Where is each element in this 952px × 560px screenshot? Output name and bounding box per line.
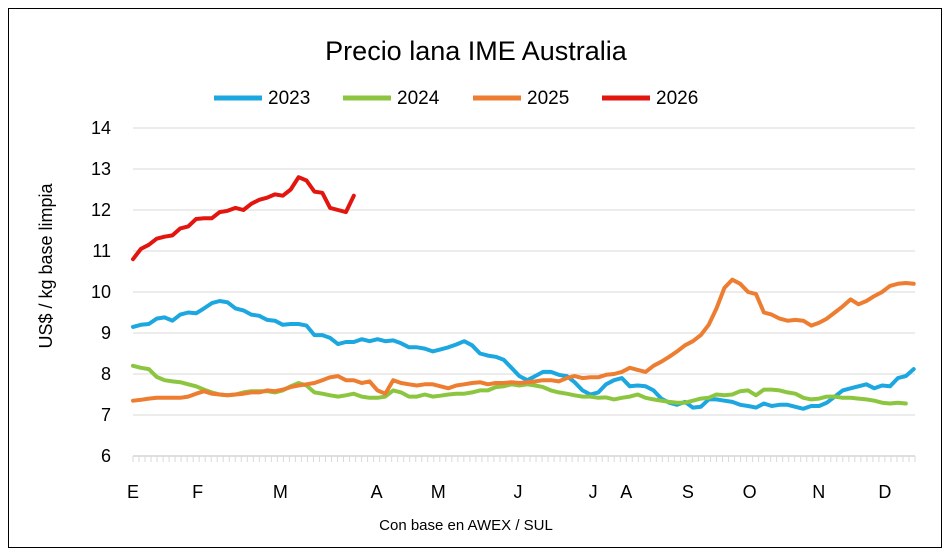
x-tick-label: J bbox=[589, 482, 598, 502]
legend-label-2025: 2025 bbox=[527, 88, 569, 109]
x-tick-label: A bbox=[620, 482, 632, 502]
x-tick-label: M bbox=[273, 482, 288, 502]
x-tick-label: F bbox=[192, 482, 203, 502]
y-tick-label: 12 bbox=[91, 200, 111, 220]
y-tick-label: 8 bbox=[101, 364, 111, 384]
x-tick-label: S bbox=[682, 482, 694, 502]
y-axis-ticks: 6 7 8 9 10 11 12 13 14 bbox=[91, 118, 111, 466]
y-axis-label: US$ / kg base limpia bbox=[36, 182, 56, 348]
y-tick-label: 10 bbox=[91, 282, 111, 302]
legend: 2023 2024 2025 2026 bbox=[214, 88, 698, 109]
y-tick-label: 14 bbox=[91, 118, 111, 138]
x-tick-label: M bbox=[431, 482, 446, 502]
gridlines bbox=[133, 127, 915, 457]
x-tick-label: N bbox=[812, 482, 825, 502]
y-tick-label: 6 bbox=[101, 446, 111, 466]
legend-label-2024: 2024 bbox=[397, 88, 440, 109]
y-tick-label: 13 bbox=[91, 159, 111, 179]
x-tick-label: O bbox=[743, 482, 757, 502]
series-line-2025 bbox=[131, 277, 916, 403]
x-tick-label: D bbox=[878, 482, 891, 502]
legend-label-2026: 2026 bbox=[656, 88, 698, 109]
y-tick-label: 7 bbox=[101, 405, 111, 425]
y-tick-label: 9 bbox=[101, 323, 111, 343]
series-line-2026 bbox=[131, 175, 356, 262]
x-axis-label: Con base en AWEX / SUL bbox=[379, 517, 553, 534]
x-tick-label: A bbox=[371, 482, 383, 502]
chart-title: Precio lana IME Australia bbox=[325, 36, 628, 66]
y-tick-label: 11 bbox=[92, 241, 111, 261]
x-tick-label: E bbox=[127, 482, 139, 502]
series-line-2023 bbox=[131, 299, 916, 411]
legend-label-2023: 2023 bbox=[268, 88, 310, 109]
x-tick-label: J bbox=[513, 482, 522, 502]
series-lines bbox=[131, 175, 916, 411]
